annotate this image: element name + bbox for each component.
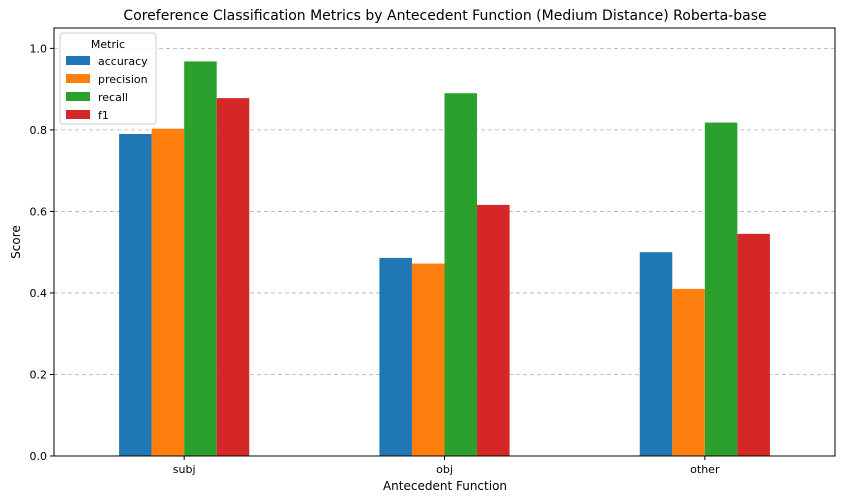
legend-swatch-recall <box>66 92 90 101</box>
bar-f1-other <box>737 233 770 456</box>
x-tick-label: obj <box>436 463 453 476</box>
legend-swatch-precision <box>66 74 90 83</box>
y-tick-label: 1.0 <box>30 42 48 55</box>
x-tick-label: subj <box>173 463 196 476</box>
bar-precision-subj <box>151 128 185 457</box>
y-tick-label: 0.4 <box>30 287 48 300</box>
y-axis-label: Score <box>9 225 23 259</box>
legend-label-recall: recall <box>98 91 128 104</box>
bar-f1-subj <box>216 98 250 456</box>
bar-accuracy-other <box>639 252 673 456</box>
y-axis: 0.0 0.2 0.4 0.6 0.8 1.0 <box>30 42 54 463</box>
legend-swatch-f1 <box>66 110 90 119</box>
legend-label-precision: precision <box>98 73 148 86</box>
legend-label-accuracy: accuracy <box>98 55 148 68</box>
bar-precision-obj <box>411 263 445 456</box>
bar-accuracy-obj <box>379 257 412 456</box>
y-tick-label: 0.8 <box>30 124 48 137</box>
legend-box <box>59 32 157 125</box>
bar-f1-obj <box>477 204 510 456</box>
bar-accuracy-subj <box>119 133 152 456</box>
legend-label-f1: f1 <box>98 109 109 122</box>
legend-swatch-accuracy <box>66 56 90 65</box>
x-axis-label: Antecedent Function <box>383 479 507 493</box>
bar-recall-other <box>704 122 738 456</box>
bar-recall-obj <box>444 93 478 456</box>
x-axis: subj obj other <box>173 456 720 476</box>
bar-recall-subj <box>184 61 217 456</box>
x-tick-label: other <box>690 463 720 476</box>
chart-title: Coreference Classification Metrics by An… <box>123 8 766 24</box>
bar-precision-other <box>672 288 705 456</box>
bars <box>119 61 770 457</box>
y-tick-label: 0.6 <box>30 205 48 218</box>
legend: Metric accuracy precision recall f1 <box>59 32 157 125</box>
legend-title: Metric <box>91 38 125 51</box>
y-tick-label: 0.2 <box>30 368 48 381</box>
y-tick-label: 0.0 <box>30 450 48 463</box>
